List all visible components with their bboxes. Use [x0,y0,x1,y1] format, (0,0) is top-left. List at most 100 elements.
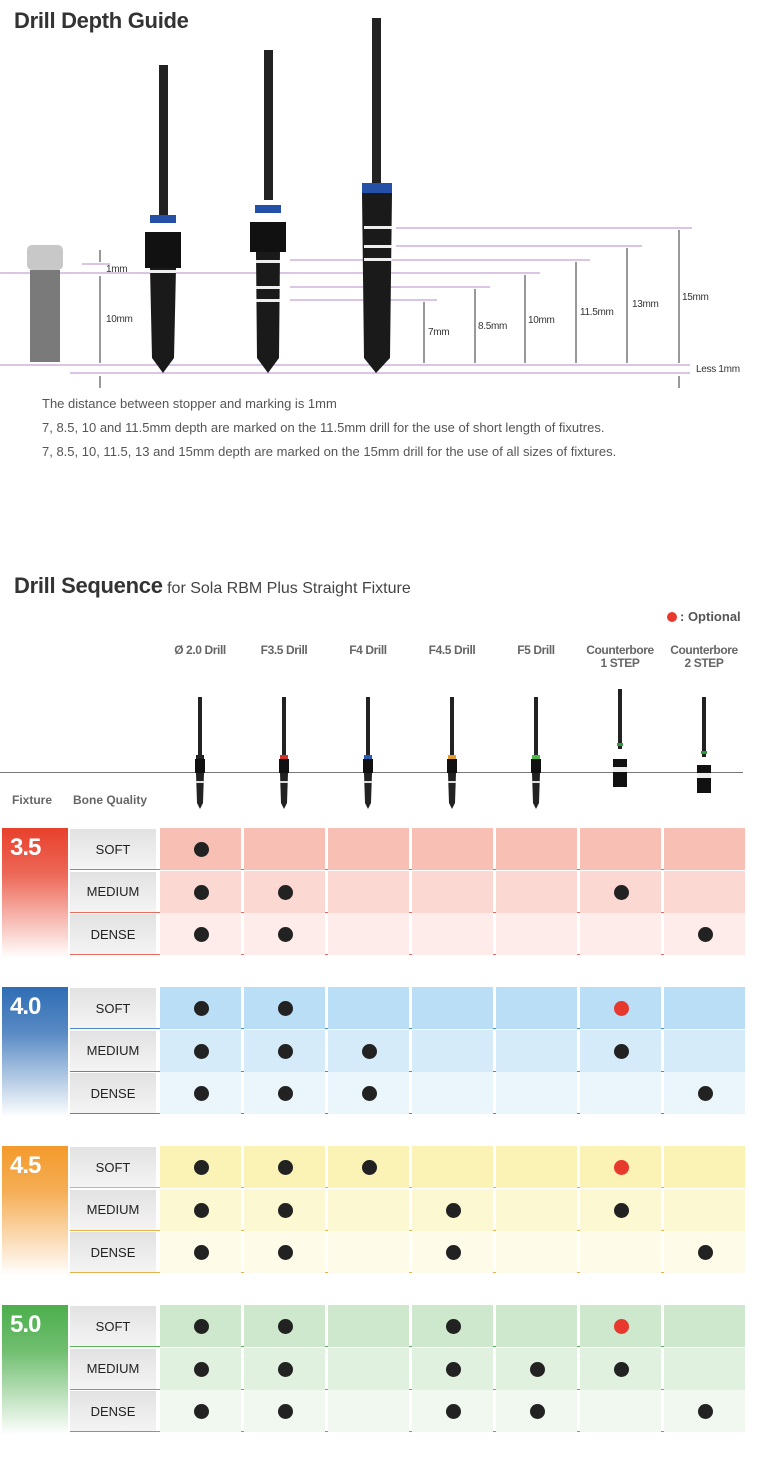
sequence-cell [664,1072,745,1114]
drill-icon [447,697,457,809]
sequence-cell [580,1231,661,1273]
label-less-1mm: Less 1mm [696,364,740,375]
sequence-cell [664,1188,745,1231]
optional-dot-icon [613,1160,629,1175]
sequence-cell [328,1347,409,1390]
sequence-cell [664,1347,745,1390]
drill-name: F4 Drill [349,643,387,657]
required-dot-icon [445,1245,461,1260]
sequence-cell [496,828,577,870]
sequence-cell [412,913,493,955]
sequence-cell [580,1072,661,1114]
sequence-cell [328,1390,409,1432]
sequence-cell [580,1146,661,1188]
sequence-cell [412,1347,493,1390]
sequence-cell [160,913,241,955]
sequence-cell [328,987,409,1029]
sequence-cell [244,1146,325,1188]
sequence-cell [496,1305,577,1347]
fixture-label: 3.5 [2,828,68,958]
required-dot-icon [277,1245,293,1260]
required-dot-icon [193,1202,209,1218]
depth-guide-title: Drill Depth Guide [14,8,189,33]
drill-name: F5 Drill [517,643,555,657]
required-dot-icon [445,1404,461,1419]
sequence-cell [496,1146,577,1188]
label-11-5mm: 11.5mm [580,307,614,318]
sequence-cell [496,1231,577,1273]
sequence-cell [412,828,493,870]
sequence-cell [412,1390,493,1432]
drill-column-header: F4.5 Drill [410,644,494,657]
sequence-cell [664,870,745,913]
sequence-cell [580,1029,661,1072]
sequence-cell [496,1390,577,1432]
required-dot-icon [193,884,209,900]
sequence-cell [160,1188,241,1231]
required-dot-icon [277,1319,293,1334]
bone-quality-label: MEDIUM [70,1348,156,1389]
required-dot-icon [697,927,713,942]
drill-icon [531,697,541,809]
required-dot-icon [361,1160,377,1175]
drill-icon [363,697,373,809]
sequence-cell [160,1390,241,1432]
required-dot-icon [193,1043,209,1059]
legend: : Optional [667,609,741,624]
sequence-cell [412,1146,493,1188]
label-10mm-implant: 10mm [106,314,133,325]
bone-quality-label: DENSE [70,1073,156,1113]
optional-dot-icon [613,1319,629,1334]
sequence-cell [412,1072,493,1114]
required-dot-icon [193,842,209,857]
sequence-cell [664,1305,745,1347]
required-dot-icon [193,1086,209,1101]
sequence-cell [244,1305,325,1347]
sequence-cell [496,1347,577,1390]
drill-name-line2: 1 STEP [600,656,640,670]
drill-column-header: F4 Drill [326,644,410,657]
drill-icon [697,697,711,793]
sequence-cell [160,1305,241,1347]
label-1mm: 1mm [106,264,128,275]
sequence-cell [244,913,325,955]
sequence-cell [160,987,241,1029]
sequence-cell [580,913,661,955]
sequence-cell [160,1231,241,1273]
required-dot-icon [277,1404,293,1419]
optional-dot-icon [613,1001,629,1016]
drill-name: F3.5 Drill [260,643,308,657]
required-dot-icon [193,1361,209,1377]
required-dot-icon [277,927,293,942]
required-dot-icon [613,1361,629,1377]
sequence-cell [244,1072,325,1114]
required-dot-icon [361,1086,377,1101]
required-dot-icon [193,1001,209,1016]
required-dot-icon [613,1202,629,1218]
sequence-cell [496,1188,577,1231]
label-7mm: 7mm [428,327,450,338]
sequence-cell [328,913,409,955]
sequence-cell [328,1188,409,1231]
sequence-cell [244,987,325,1029]
sequence-cell [580,828,661,870]
note: 7, 8.5, 10, 11.5, 13 and 15mm depth are … [42,444,617,459]
sequence-cell [580,987,661,1029]
required-dot-icon [529,1404,545,1419]
sequence-cell [244,1188,325,1231]
sequence-cell [328,870,409,913]
drill-depth-diagram [0,18,692,388]
required-dot-icon [277,1361,293,1377]
required-dot-icon [193,1245,209,1260]
optional-dot-icon [667,611,677,622]
sequence-cell [244,870,325,913]
sequence-cell [328,1305,409,1347]
note: The distance between stopper and marking… [42,396,337,411]
drill-column-header: F3.5 Drill [242,644,326,657]
sequence-cell [244,1029,325,1072]
required-dot-icon [277,1001,293,1016]
sequence-cell [160,870,241,913]
sequence-cell [244,1347,325,1390]
required-dot-icon [193,1319,209,1334]
sequence-cell [664,987,745,1029]
